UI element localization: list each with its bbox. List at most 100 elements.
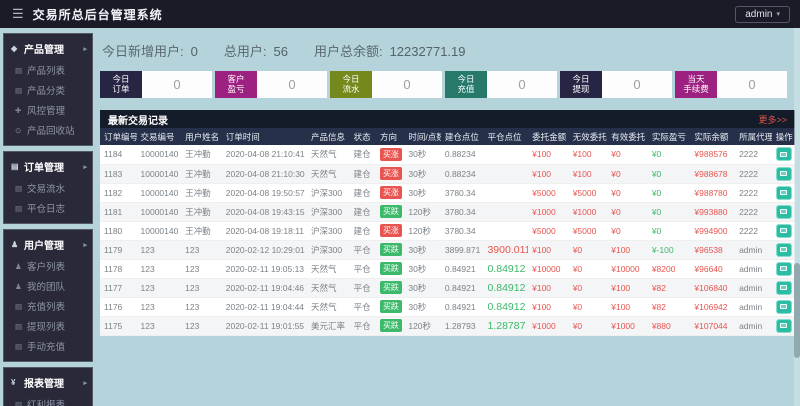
kpi-card-label-line: 今日 xyxy=(342,73,360,84)
scrollbar-track[interactable] xyxy=(794,28,800,406)
cell-amount: ¥5000 xyxy=(528,183,569,203)
sidebar-item-红利报表[interactable]: ▤ 红利报表 xyxy=(4,394,92,406)
cell-direction: 买涨 xyxy=(375,164,405,184)
sidebar-item-交易流水[interactable]: ▤ 交易流水 xyxy=(4,178,92,198)
sidebar: ◆ 产品管理 ▸ ▤ 产品列表 ▤ 产品分类 ✚ 风控管理 ⊙ 产品回收站 ▤ 订单管理 ▸ ▤ 交易流水 ▤ 平… xyxy=(3,33,93,406)
cell-amount: ¥100 xyxy=(528,297,569,317)
cell-agent: 2222 xyxy=(735,221,772,241)
cell-pnl-value: ¥0 xyxy=(651,206,662,217)
column-header: 建仓点位 xyxy=(440,128,484,145)
cell-invalid-value: ¥0 xyxy=(572,282,583,293)
cell-balance-value: ¥106840 xyxy=(694,282,728,293)
column-header: 无效委托 xyxy=(568,128,608,145)
view-order-button[interactable] xyxy=(775,147,792,162)
cell-valid: ¥0 xyxy=(607,221,648,241)
cell-invalid: ¥5000 xyxy=(568,183,608,203)
sidebar-item-产品列表[interactable]: ▤ 产品列表 xyxy=(4,60,92,80)
kpi-card-label: 今日 订单 xyxy=(100,71,142,98)
kpi-card-value: 0 xyxy=(257,71,327,98)
sidebar-section-header[interactable]: ▤ 订单管理 ▸ xyxy=(4,155,92,178)
cell-duration: 120秒 xyxy=(404,221,441,241)
cell-product: 天然气 xyxy=(306,278,350,298)
view-order-button[interactable] xyxy=(775,185,792,200)
cell-balance-value: ¥993880 xyxy=(694,206,728,217)
table-row: 1178 123 123 2020-02-11 19:05:13 天然气 平仓 买跌 30秒 0… xyxy=(100,259,795,279)
cell-order-no: 1175 xyxy=(100,316,137,336)
cell-amount-value: ¥100 xyxy=(532,244,552,255)
stat-value: 12232771.19 xyxy=(389,44,466,59)
sidebar-section: ◆ 产品管理 ▸ ▤ 产品列表 ▤ 产品分类 ✚ 风控管理 ⊙ 产品回收站 xyxy=(3,33,93,146)
scrollbar-thumb[interactable] xyxy=(794,263,800,358)
cell-open-point: 3780.34 xyxy=(440,221,484,241)
cell-order-no: 1180 xyxy=(100,221,137,241)
sidebar-item-手动充值[interactable]: ▤ 手动充值 xyxy=(4,336,92,356)
kpi-card-label-line: 提现 xyxy=(572,83,590,94)
kpi-card: 今日 提现 0 xyxy=(560,71,672,98)
view-order-button[interactable] xyxy=(775,261,792,276)
sidebar-item-平仓日志[interactable]: ▤ 平仓日志 xyxy=(4,198,92,218)
sidebar-item-风控管理[interactable]: ✚ 风控管理 xyxy=(4,100,92,120)
list-icon: ▤ xyxy=(15,301,23,311)
more-link[interactable]: 更多>> xyxy=(758,114,787,125)
cell-balance-value: ¥988678 xyxy=(694,168,728,179)
list-icon: ▤ xyxy=(15,341,23,351)
kpi-card-value: 0 xyxy=(487,71,557,98)
sidebar-item-产品回收站[interactable]: ⊙ 产品回收站 xyxy=(4,120,92,140)
cell-pnl-value: ¥82 xyxy=(651,282,666,293)
sidebar-item-label: 红利报表 xyxy=(27,400,66,406)
sidebar-item-充值列表[interactable]: ▤ 充值列表 xyxy=(4,296,92,316)
cell-balance-value: ¥96640 xyxy=(694,263,723,274)
cell-duration: 30秒 xyxy=(404,145,441,165)
view-order-button[interactable] xyxy=(775,166,792,181)
sidebar-section-header[interactable]: ◆ 产品管理 ▸ xyxy=(4,37,92,60)
sidebar-item-产品分类[interactable]: ▤ 产品分类 xyxy=(4,80,92,100)
view-order-button[interactable] xyxy=(775,299,792,314)
cell-open-point: 0.84921 xyxy=(440,259,484,279)
view-order-button[interactable] xyxy=(775,204,792,219)
user-dropdown[interactable]: admin ▾ xyxy=(735,5,790,23)
cell-valid: ¥0 xyxy=(607,145,648,165)
view-order-button[interactable] xyxy=(775,242,792,257)
sidebar-section: ¥报表管理▸▤红利报表▤佣金报表▤资金报表▤个人报表 xyxy=(3,367,93,406)
close-point-value: 1.28787 xyxy=(487,319,526,332)
cell-open-point: 1.28793 xyxy=(440,316,484,336)
sidebar-section-header[interactable]: ¥ 报表管理 ▸ xyxy=(4,371,92,394)
cell-order-no: 1178 xyxy=(100,259,137,279)
sidebar-section-header[interactable]: ♟ 用户管理 ▸ xyxy=(4,233,92,256)
cell-operation xyxy=(771,145,795,165)
sidebar-item-客户列表[interactable]: ♟ 客户列表 xyxy=(4,256,92,276)
sidebar-item-我的团队[interactable]: ♟ 我的团队 xyxy=(4,276,92,296)
hamburger-menu-icon[interactable]: ☰ xyxy=(12,6,24,21)
sidebar-item-label: 平仓日志 xyxy=(27,204,66,215)
column-header: 实际余额 xyxy=(690,128,736,145)
cell-trade-no: 123 xyxy=(136,259,182,279)
cell-user-name: 王冲勤 xyxy=(181,145,222,165)
cell-trade-no: 123 xyxy=(136,240,182,260)
list-icon: ▤ xyxy=(15,183,23,193)
cell-close-point xyxy=(483,202,529,222)
cell-close-point: 1.28787 xyxy=(483,316,529,336)
cell-balance: ¥106942 xyxy=(690,297,736,317)
cell-product: 天然气 xyxy=(306,145,350,165)
kpi-card-label: 今日 充值 xyxy=(445,71,487,98)
sidebar-section: ▤ 订单管理 ▸ ▤ 交易流水 ▤ 平仓日志 xyxy=(3,151,93,224)
cell-balance: ¥994900 xyxy=(690,221,736,241)
sidebar-item-提现列表[interactable]: ▤ 提现列表 xyxy=(4,316,92,336)
topbar: ☰ 交易所总后台管理系统 admin ▾ xyxy=(0,0,800,28)
cell-status: 平仓 xyxy=(349,278,376,298)
cell-valid-value: ¥0 xyxy=(611,206,621,217)
kpi-card-label-line: 手续费 xyxy=(683,83,709,94)
cell-invalid-value: ¥1000 xyxy=(572,206,597,217)
view-order-button[interactable] xyxy=(775,318,792,333)
column-header: 交易编号 xyxy=(136,128,182,145)
cell-direction: 买涨 xyxy=(375,183,405,203)
cell-order-no: 1184 xyxy=(100,145,137,165)
kpi-card-label: 客户 盈亏 xyxy=(215,71,257,98)
sidebar-item-label: 产品列表 xyxy=(27,66,66,77)
direction-badge: 买涨 xyxy=(379,186,402,199)
kpi-card-label-line: 今日 xyxy=(112,73,130,84)
view-order-button[interactable] xyxy=(775,280,792,295)
cell-direction: 买跌 xyxy=(375,259,405,279)
cell-close-point xyxy=(483,164,529,184)
view-order-button[interactable] xyxy=(775,223,792,238)
